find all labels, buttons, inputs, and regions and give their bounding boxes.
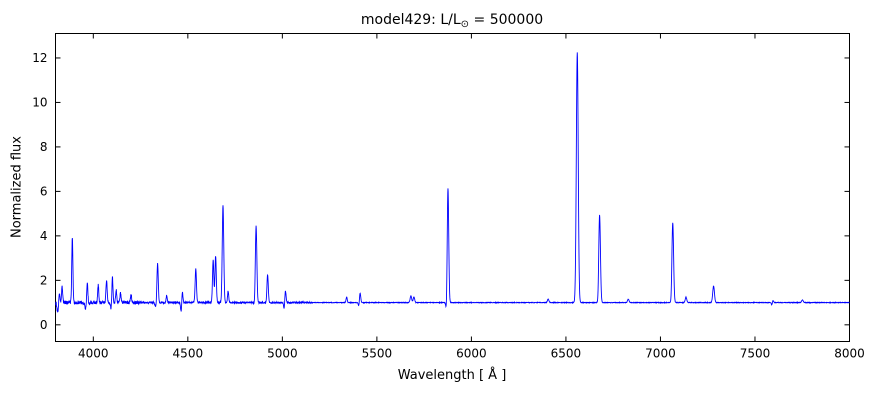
- x-tick-label: 8000: [834, 347, 865, 361]
- y-axis-ticks: 0 2 4 6 8 10 12: [32, 51, 850, 332]
- sun-symbol-subscript: ⊙: [460, 19, 470, 30]
- x-tick-label: 6500: [551, 347, 582, 361]
- x-tick-label: 5500: [362, 347, 393, 361]
- x-tick-label: 4000: [78, 347, 109, 361]
- x-axis-label: Wavelength [ Å ]: [397, 368, 507, 383]
- y-axis-label: Normalized flux: [9, 136, 25, 238]
- y-tick-label: 0: [40, 318, 48, 332]
- x-axis-ticks: 4000 4500 5000 5500 6000 6500 7000 7500 8000: [78, 33, 865, 361]
- x-tick-label: 7500: [740, 347, 771, 361]
- chart-title-suffix: = 500000: [469, 12, 544, 28]
- plot-frame: [55, 33, 850, 342]
- x-tick-label: 7000: [645, 347, 676, 361]
- y-tick-label: 6: [40, 184, 48, 198]
- y-tick-label: 10: [32, 95, 47, 109]
- y-tick-label: 12: [32, 51, 47, 65]
- y-tick-label: 2: [40, 273, 48, 287]
- y-tick-label: 8: [40, 140, 48, 154]
- x-tick-label: 5000: [267, 347, 298, 361]
- spectrum-line: [55, 52, 850, 313]
- y-tick-label: 4: [40, 229, 48, 243]
- x-tick-label: 6000: [456, 347, 487, 361]
- x-tick-label: 4500: [173, 347, 204, 361]
- chart-title: model429: L/L⊙ = 500000: [55, 12, 849, 30]
- chart-title-prefix: model429: L/L: [360, 12, 461, 28]
